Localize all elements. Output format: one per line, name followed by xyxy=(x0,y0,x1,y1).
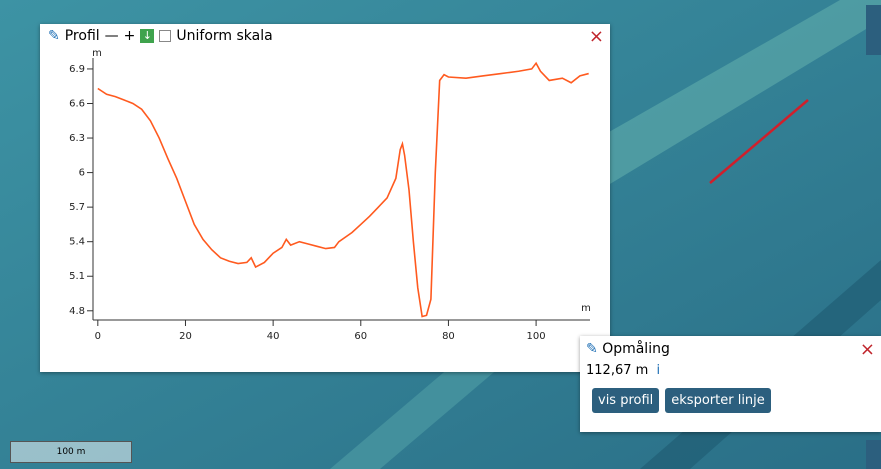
distance: 112,67 m xyxy=(586,363,648,378)
profile-chart: m m 4.8 5.1 5.4 5.7 6 6.3 6.6 6.9 0 20 40 60 80 100 xyxy=(40,24,610,372)
profile-title: Profil xyxy=(65,28,100,44)
y-tick-label: 4.8 xyxy=(69,306,85,317)
measurement-header: ✎ Opmåling xyxy=(586,341,670,357)
pencil-icon: ✎ xyxy=(48,28,60,44)
x-tick-label: 60 xyxy=(354,331,367,342)
y-tick-label: 5.7 xyxy=(69,202,85,213)
distance-row: 112,67 m i xyxy=(586,363,660,378)
page: m m 4.8 5.1 5.4 5.7 6 6.3 6.6 6.9 0 20 40 60 80 100 ✎ P… xyxy=(0,0,881,469)
measurement-title: Opmåling xyxy=(602,341,670,357)
export-button[interactable]: eksporter linje xyxy=(665,388,771,413)
x-tick-label: 0 xyxy=(95,331,101,342)
y-axis-unit: m xyxy=(92,48,102,59)
x-tick-label: 80 xyxy=(442,331,455,342)
profile-header: ✎ Profil — + ↓ Uniform skala xyxy=(48,28,273,44)
y-tick-label: 6.6 xyxy=(69,98,85,109)
y-tick-label: 5.4 xyxy=(69,237,85,248)
y-tick-label: 6 xyxy=(79,168,85,179)
profile-panel: m m 4.8 5.1 5.4 5.7 6 6.3 6.6 6.9 0 20 40 60 80 100 ✎ P… xyxy=(40,24,610,372)
info[interactable]: i xyxy=(656,363,660,378)
x-tick-label: 40 xyxy=(267,331,280,342)
close-profile[interactable]: × xyxy=(589,26,604,47)
uniform-checkbox[interactable] xyxy=(159,30,171,42)
scale-bar: 100 m xyxy=(10,441,132,463)
y-tick-label: 6.3 xyxy=(69,133,85,144)
x-tick-label: 100 xyxy=(527,331,546,342)
vis-profil-button[interactable]: vis profil xyxy=(592,388,659,413)
y-tick-label: 6.9 xyxy=(69,64,85,75)
y-tick-label: 5.1 xyxy=(69,271,85,282)
x-axis-unit: m xyxy=(581,303,591,314)
x-tick-label: 20 xyxy=(179,331,192,342)
close-measurement[interactable]: × xyxy=(860,339,875,360)
checkbox-label: Uniform skala xyxy=(176,28,272,44)
download-button[interactable]: ↓ xyxy=(140,29,154,43)
zoom-in[interactable]: + xyxy=(124,28,136,44)
zoom-out[interactable]: — xyxy=(105,28,119,44)
profile-line xyxy=(98,63,589,316)
